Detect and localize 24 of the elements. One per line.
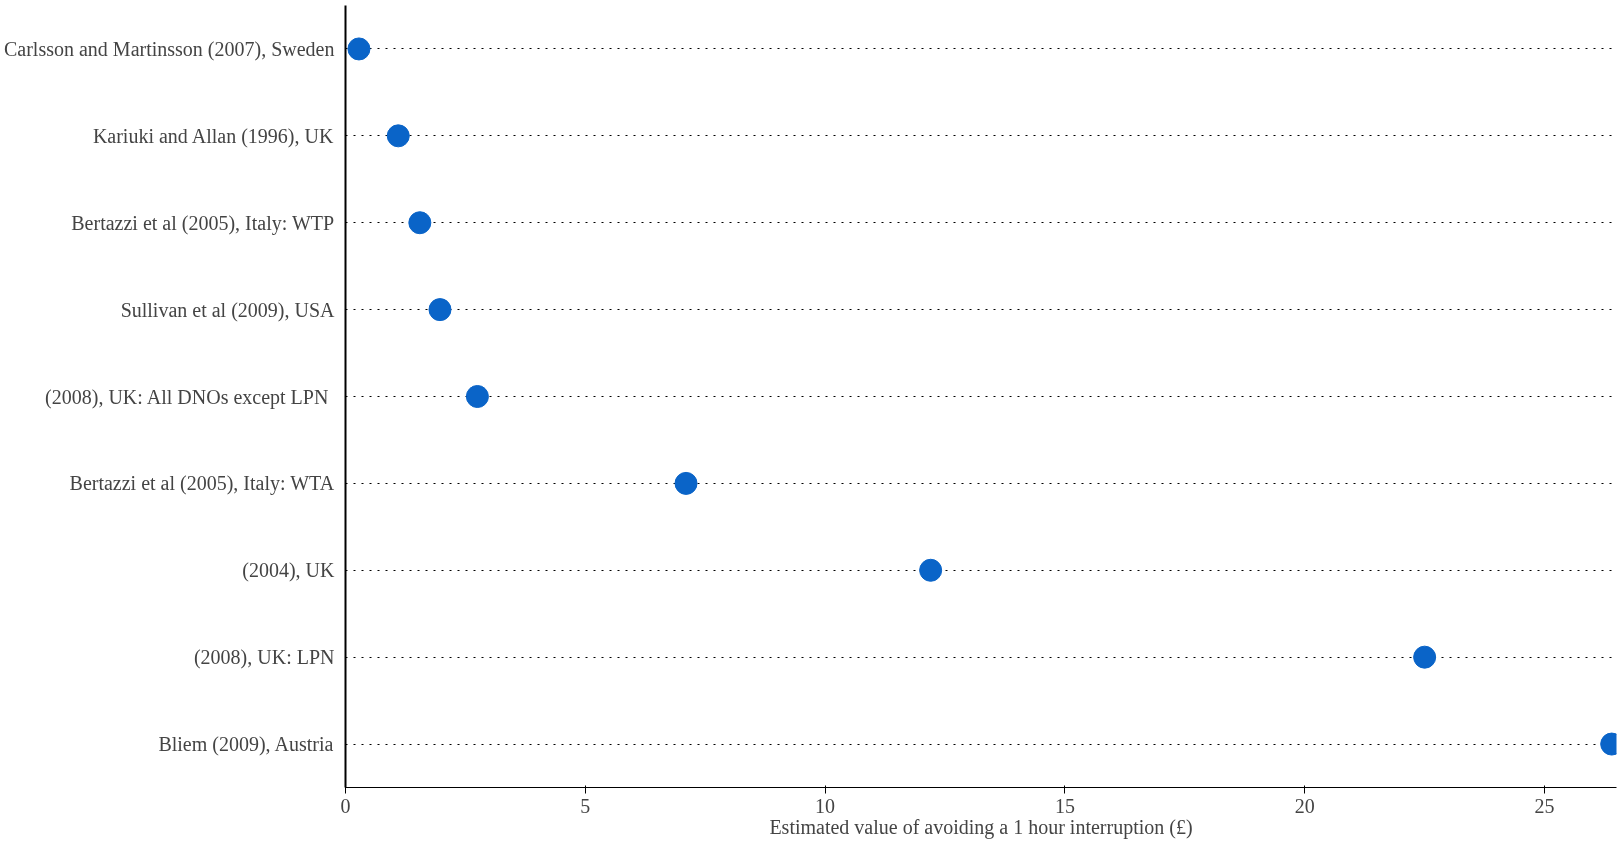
point (386, 124, 410, 148)
y-tick-label: Bertazzi et al (2005), Italy: WTP (71, 211, 335, 235)
y-tick-label: Kariuki and Allan (1996), UK (92, 124, 334, 148)
point (1413, 645, 1437, 669)
x-tick-label: 15 (1054, 794, 1075, 817)
point (428, 298, 452, 322)
y-tick-label: (2004), UK (242, 559, 336, 583)
y-tick-label: Carlsson and Martinsson (2007), Sweden (3, 37, 335, 61)
point (919, 558, 943, 582)
y-tick-label: (2008), UK: LPN (193, 646, 335, 670)
y-tick-label: Bertazzi et al (2005), Italy: WTA (69, 472, 335, 496)
x-tick-label: 10 (815, 794, 836, 817)
x-tick-label: 5 (580, 794, 591, 817)
x-tick-label: 0 (340, 794, 351, 817)
x-tick-label: 20 (1294, 794, 1315, 817)
y-tick-label: Bliem (2009), Austria (158, 733, 334, 757)
x-axis-title: Estimated value of avoiding a 1 hour interruption (£) (769, 815, 1193, 839)
point (465, 385, 489, 408)
point (674, 471, 698, 495)
x-tick-label: 25 (1534, 794, 1555, 817)
y-tick-label: (2008), UK: All DNOs except LPN (45, 385, 329, 409)
point (347, 37, 371, 61)
y-tick-label: Sullivan et al (2009), USA (120, 298, 336, 322)
point (408, 211, 432, 235)
